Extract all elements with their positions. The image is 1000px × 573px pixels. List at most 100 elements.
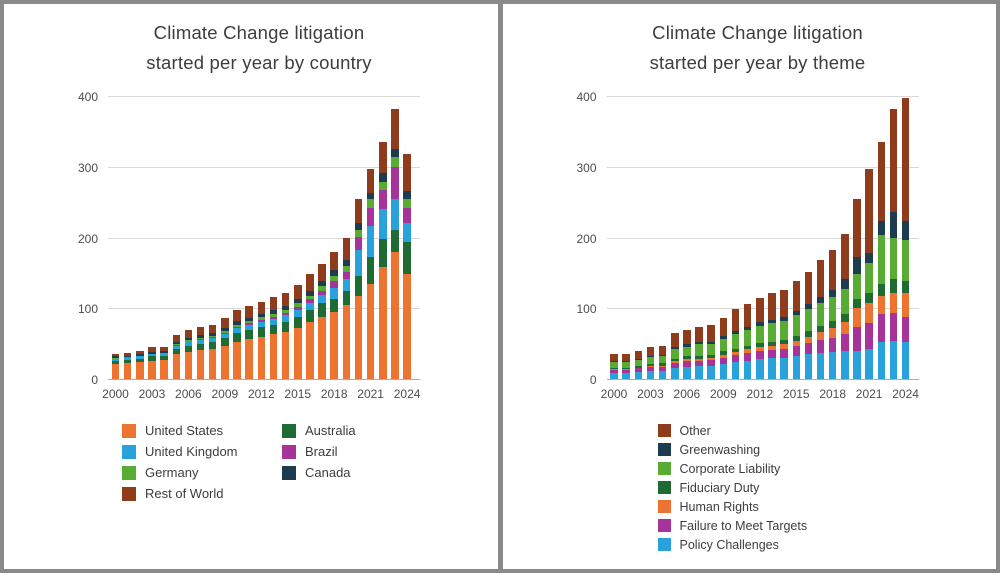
bar-segment <box>379 181 387 191</box>
bar-segment <box>160 359 168 379</box>
bar-segment <box>184 342 193 346</box>
bar-segment <box>294 306 302 310</box>
bar-segment <box>123 357 132 360</box>
bar-segment <box>208 324 217 334</box>
bar-segment <box>172 345 180 349</box>
legend-item: Fiduciary Duty <box>657 478 808 497</box>
bar-segment <box>342 304 351 379</box>
bar-segment <box>889 109 898 213</box>
y-tick-label: 300 <box>576 160 597 175</box>
bar-segment <box>816 260 825 297</box>
bar-segment <box>366 256 375 284</box>
bar-segment <box>294 299 302 304</box>
bar-segment <box>731 333 740 349</box>
stacked-bar-2001 <box>622 354 630 379</box>
bar-segment <box>208 337 217 338</box>
bar-segment <box>294 316 302 329</box>
bar-segment <box>257 317 266 321</box>
x-tick-label: 2006 <box>175 387 202 401</box>
bar-segment <box>294 284 302 300</box>
bar-segment <box>816 296 825 303</box>
bar-segment <box>379 173 387 182</box>
bar-segment <box>184 352 193 379</box>
bar-segment <box>184 341 193 343</box>
bar-segment <box>707 341 715 344</box>
stacked-bar-2021 <box>865 168 873 379</box>
bar-segment <box>233 341 241 379</box>
bar-segment <box>330 270 338 277</box>
bar-segment <box>111 357 120 359</box>
bar-segment <box>379 142 387 174</box>
bar-segment <box>318 281 326 287</box>
bar-segment <box>695 358 703 361</box>
bar-segment <box>610 360 618 363</box>
bar-segment <box>658 356 667 364</box>
stacked-bar-2022 <box>379 142 387 379</box>
bar-segment <box>403 273 411 379</box>
bar-segment <box>391 156 399 167</box>
y-tick-label: 200 <box>576 231 597 246</box>
x-tick-label: 2000 <box>600 387 628 401</box>
bar-segment <box>865 263 873 294</box>
chart-panel-country: Climate Change litigation started per ye… <box>4 4 498 569</box>
bar-segment <box>707 357 715 360</box>
bar-segment <box>743 304 752 327</box>
bar-segment <box>683 330 691 345</box>
bar-segment <box>391 108 399 150</box>
bar-segment <box>269 313 278 317</box>
legend-item: Germany <box>122 462 282 483</box>
bar-segment <box>646 355 655 358</box>
plot-area-theme: 0 100 200 300 400 2000 2003 2006 2009 2012 2015 201… <box>576 90 919 401</box>
bar-segment <box>658 365 667 367</box>
chart-title-theme: Climate Change litigation started per ye… <box>558 18 958 78</box>
bar-segment <box>184 340 193 342</box>
bar-segment <box>792 345 800 356</box>
bar-segment <box>743 349 752 353</box>
bar-segment <box>865 168 873 254</box>
bar-segment <box>269 309 278 314</box>
x-tick-label: 2018 <box>819 387 847 401</box>
bar-segment <box>148 356 156 361</box>
bar-segment <box>391 230 399 252</box>
stacked-bar-2013 <box>269 296 278 379</box>
x-axis-line <box>606 379 919 380</box>
bar-segment <box>306 299 314 303</box>
bar-segment <box>707 359 715 366</box>
bar-segment <box>671 358 679 362</box>
bar-segment <box>233 321 241 325</box>
bar-segment <box>719 335 728 339</box>
bar-segment <box>379 190 387 209</box>
bar-segment <box>841 351 849 379</box>
bar-segment <box>756 342 764 348</box>
bar-segment <box>403 198 411 208</box>
bar-segment <box>610 372 618 379</box>
x-tick-label: 2024 <box>393 387 421 401</box>
bar-segment <box>221 333 229 334</box>
bar-segment <box>172 354 180 379</box>
bar-segment <box>281 321 290 333</box>
bar-segment <box>816 325 825 333</box>
bar-segment <box>172 335 180 342</box>
bar-segment <box>901 281 910 294</box>
bar-segment <box>719 318 728 336</box>
bar-segment <box>391 251 399 379</box>
legend-item: United States <box>122 420 282 441</box>
bar-segment <box>841 279 849 290</box>
bar-segment <box>366 168 375 193</box>
legend-item: Human Rights <box>657 497 808 516</box>
gridline <box>606 96 919 97</box>
bar-segment <box>683 346 691 357</box>
bar-segment <box>208 341 217 349</box>
stacked-bar-2002 <box>136 350 144 379</box>
stacked-bar-2023 <box>391 108 399 379</box>
bar-segment <box>391 149 399 157</box>
legend-label: United States <box>145 423 224 438</box>
bar-segment <box>853 199 861 258</box>
bar-segment <box>221 345 229 379</box>
x-tick-label: 2012 <box>247 387 275 401</box>
bar-segment <box>719 351 728 355</box>
bar-segment <box>622 360 630 363</box>
bar-segment <box>707 343 715 355</box>
legend-item: Rest of World <box>122 483 282 504</box>
bar-segment <box>221 330 229 334</box>
